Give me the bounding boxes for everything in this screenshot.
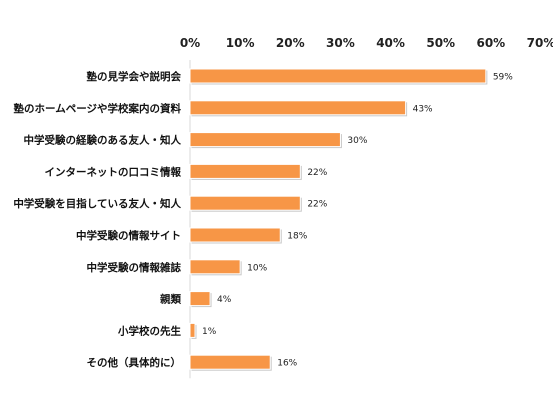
category-labels: 塾の見学会や説明会塾のホームページや学校案内の資料中学受験の経験のある友人・知人… <box>13 70 181 369</box>
category-label: 中学受験の情報サイト <box>76 229 181 242</box>
bar <box>189 163 301 179</box>
category-label: その他（具体的に） <box>87 356 182 369</box>
bar <box>189 195 301 211</box>
category-label: 中学受験の情報雑誌 <box>87 261 182 274</box>
x-tick-label: 70% <box>527 36 553 50</box>
category-label: 中学受験の経験のある友人・知人 <box>24 134 182 147</box>
x-tick-label: 50% <box>426 36 455 50</box>
data-label: 10% <box>247 263 267 273</box>
bar <box>189 68 487 84</box>
category-label: 塾の見学会や説明会 <box>87 70 182 83</box>
x-tick-label: 60% <box>476 36 505 50</box>
bar <box>189 354 271 370</box>
data-label: 16% <box>277 359 297 369</box>
category-label: 親類 <box>160 293 181 306</box>
category-label: 塾のホームページや学校案内の資料 <box>14 102 182 115</box>
bar <box>189 227 281 243</box>
category-label: 小学校の先生 <box>117 324 181 337</box>
data-label: 59% <box>493 73 513 83</box>
x-tick-label: 30% <box>326 36 355 50</box>
x-axis-ticks: 0% 10% 20% 30% 40% 50% 60% 70% <box>180 36 553 50</box>
data-label: 18% <box>287 232 307 242</box>
bar <box>189 132 341 148</box>
x-tick-label: 40% <box>376 36 405 50</box>
data-label: 22% <box>307 168 327 178</box>
bar <box>189 291 211 307</box>
bar <box>189 100 407 116</box>
data-label: 4% <box>217 295 232 305</box>
x-tick-label: 0% <box>180 36 200 50</box>
bar <box>189 259 241 275</box>
bars <box>189 68 488 371</box>
bar <box>189 322 196 338</box>
data-labels: 59% 43% 30% 22% 22% 18% 10% 4% 1% 16% <box>202 73 513 369</box>
category-label: インターネットの口コミ情報 <box>45 165 182 178</box>
data-label: 43% <box>413 104 433 114</box>
x-tick-label: 10% <box>226 36 255 50</box>
data-label: 30% <box>347 136 367 146</box>
data-label: 22% <box>307 200 327 210</box>
x-tick-label: 20% <box>276 36 305 50</box>
data-label: 1% <box>202 327 217 337</box>
category-label: 中学受験を目指している友人・知人 <box>13 197 181 210</box>
